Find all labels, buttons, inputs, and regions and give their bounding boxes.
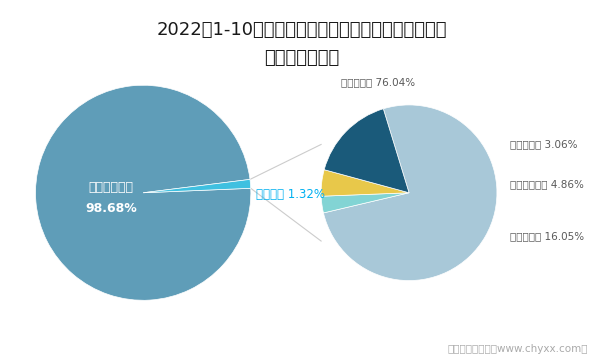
Text: 2022年1-10月黑龙江省发电量占全国比重及该地区各: 2022年1-10月黑龙江省发电量占全国比重及该地区各 bbox=[156, 21, 447, 39]
Text: 黑龙江省 1.32%: 黑龙江省 1.32% bbox=[256, 188, 325, 201]
Text: 98.68%: 98.68% bbox=[85, 202, 137, 215]
Text: 太阳能发电量 4.86%: 太阳能发电量 4.86% bbox=[510, 179, 584, 189]
Wedge shape bbox=[143, 179, 251, 193]
Wedge shape bbox=[321, 193, 409, 213]
Text: 发电类型占比图: 发电类型占比图 bbox=[264, 50, 339, 67]
Text: 全国其他省份: 全国其他省份 bbox=[88, 181, 133, 194]
Text: 风力发电量 16.05%: 风力发电量 16.05% bbox=[510, 232, 584, 242]
Text: 水力发电量 3.06%: 水力发电量 3.06% bbox=[510, 139, 578, 150]
Wedge shape bbox=[324, 109, 409, 193]
Text: 制图：智研咨询（www.chyxx.com）: 制图：智研咨询（www.chyxx.com） bbox=[448, 344, 588, 354]
Wedge shape bbox=[324, 105, 497, 281]
Wedge shape bbox=[321, 170, 409, 196]
Text: 火力发电量 76.04%: 火力发电量 76.04% bbox=[341, 77, 415, 87]
Wedge shape bbox=[36, 85, 251, 300]
